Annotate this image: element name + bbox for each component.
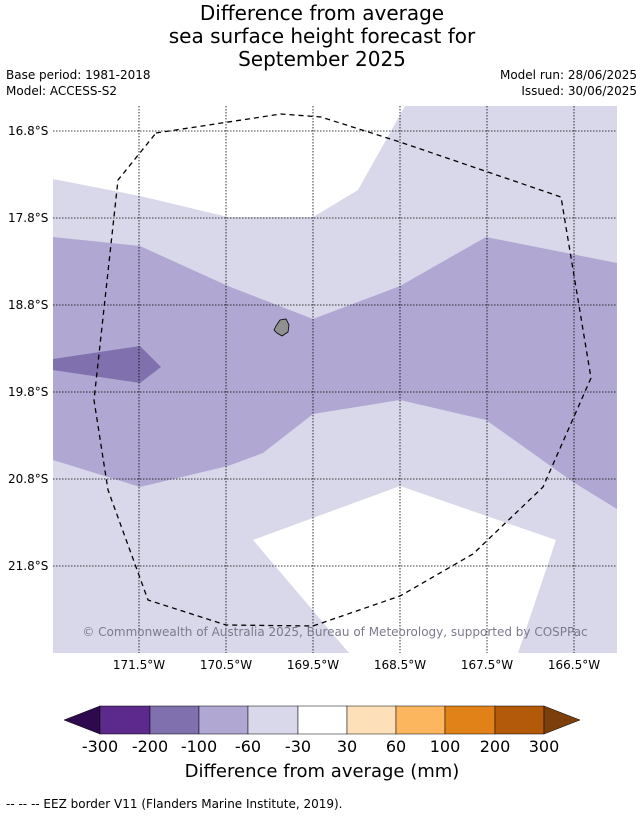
title-line-3: September 2025 xyxy=(238,47,406,71)
lat-label: 21.8°S xyxy=(8,559,49,573)
lat-label: 17.8°S xyxy=(8,211,49,225)
eez-legend-note: -- -- -- EEZ border V11 (Flanders Marine… xyxy=(6,797,343,811)
lon-label: 168.5°W xyxy=(373,658,427,672)
map-area: © Commonwealth of Australia 2025, Bureau… xyxy=(53,106,617,653)
colorbar-segment xyxy=(149,705,200,735)
lon-label: 171.5°W xyxy=(112,658,166,672)
run-info: Model run: 28/06/2025 Issued: 30/06/2025 xyxy=(500,67,637,99)
colorbar-segment xyxy=(198,705,249,735)
lon-label: 166.5°W xyxy=(547,658,601,672)
colorbar-segment xyxy=(346,705,397,735)
colorbar-segment xyxy=(395,705,446,735)
colorbar-tick-label: 30 xyxy=(336,737,358,756)
lon-label: 169.5°W xyxy=(286,658,340,672)
colorbar-tick-label: -300 xyxy=(81,737,119,756)
colorbar-segment xyxy=(444,705,496,735)
anomaly-region-minus200-minus100 xyxy=(53,346,161,383)
base-period: Base period: 1981-2018 xyxy=(6,68,151,82)
colorbar-tick-label: 300 xyxy=(528,737,560,756)
lat-label: 19.8°S xyxy=(8,385,49,399)
anomaly-region-neutral xyxy=(253,486,556,653)
colorbar-title: Difference from average (mm) xyxy=(184,761,460,782)
map-svg xyxy=(53,106,617,653)
colorbar-tick-label: 100 xyxy=(429,737,461,756)
title-line-1: Difference from average xyxy=(199,1,445,25)
chart-title: Difference from average sea surface heig… xyxy=(0,2,644,71)
eez-border xyxy=(93,113,592,627)
colorbar-segment xyxy=(99,705,151,735)
lat-label: 16.8°S xyxy=(8,124,49,138)
model-run: Model run: 28/06/2025 xyxy=(499,68,637,82)
colorbar-tick-label: -100 xyxy=(180,737,218,756)
graticule xyxy=(53,106,617,653)
lat-label: 18.8°S xyxy=(8,298,49,312)
base-info: Base period: 1981-2018 Model: ACCESS-S2 xyxy=(6,67,151,99)
colorbar-tick-label: -200 xyxy=(131,737,169,756)
island-shape xyxy=(273,318,290,337)
colorbar-segment xyxy=(494,705,545,735)
lon-label: 170.5°W xyxy=(199,658,253,672)
colorbar-extend-high xyxy=(543,705,581,735)
colorbar-tick-label: -30 xyxy=(284,737,312,756)
lat-label: 20.8°S xyxy=(8,472,49,486)
colorbar-extend-low xyxy=(63,705,101,735)
colorbar-tick-label: -60 xyxy=(234,737,262,756)
colorbar-segment xyxy=(247,705,299,735)
copyright-text: © Commonwealth of Australia 2025, Bureau… xyxy=(82,625,588,639)
title-line-2: sea surface height forecast for xyxy=(168,24,476,48)
model-name: Model: ACCESS-S2 xyxy=(6,84,118,98)
issued-date: Issued: 30/06/2025 xyxy=(521,84,637,98)
colorbar-tick-label: 60 xyxy=(385,737,407,756)
colorbar-segment xyxy=(297,705,348,735)
lon-label: 167.5°W xyxy=(460,658,514,672)
anomaly-region-neutral xyxy=(53,106,405,217)
colorbar-tick-label: 200 xyxy=(479,737,511,756)
